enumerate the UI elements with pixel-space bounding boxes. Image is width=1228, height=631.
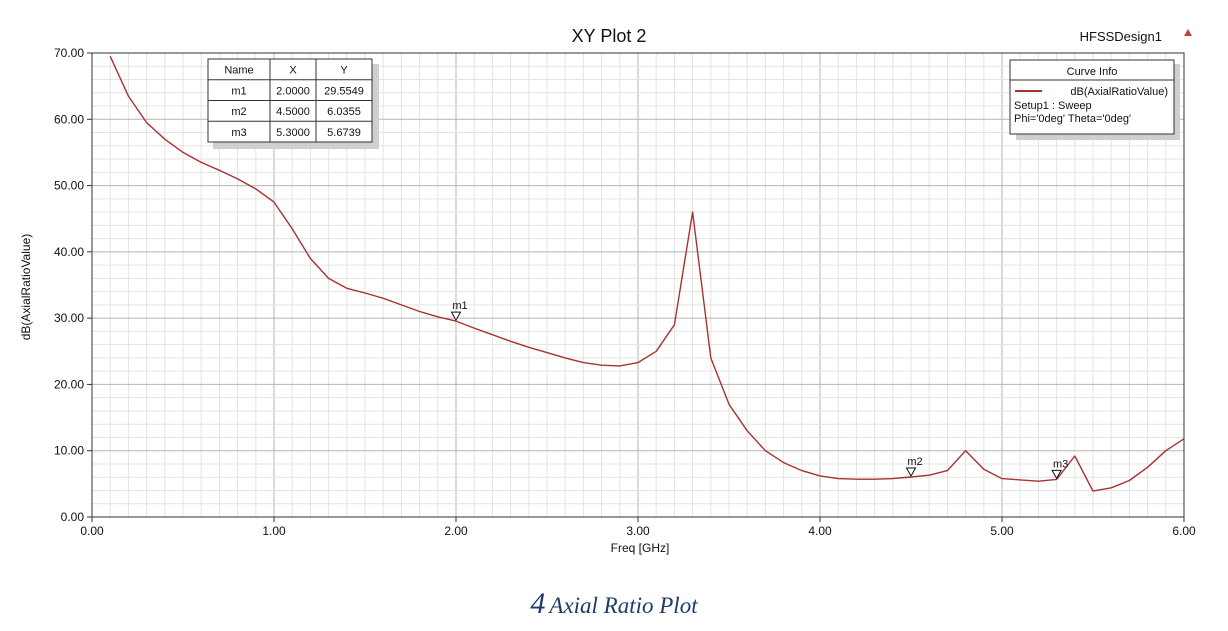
figure-caption: 4 Axial Ratio Plot [0, 587, 1228, 621]
y-tick-label: 70.00 [54, 46, 84, 60]
legend[interactable]: Curve Info dB(AxialRatioValue) Setup1 : … [1009, 59, 1180, 140]
series-line [109, 56, 1185, 492]
marker-table-cells: Name X Ym1 2.0000 29.5549 m2 4.5000 6.0355 m3 5.3… [224, 65, 364, 139]
figure-number: 4 [530, 587, 546, 620]
x-tick-label: 6.00 [1172, 524, 1196, 538]
marker-table-header-cell: Name [224, 65, 253, 77]
y-tick-label: 20.00 [54, 377, 84, 391]
series-layer [109, 56, 1185, 492]
legend-title: Curve Info [1067, 66, 1118, 78]
marker-table-grid [208, 59, 372, 142]
y-tick-label: 60.00 [54, 112, 84, 126]
legend-angles: Phi='0deg' Theta='0deg' [1014, 113, 1131, 125]
chart: 0.00 1.00 2.00 3.00 4.00 5.00 6.00 0.00 10.00 20.… [19, 26, 1196, 555]
marker-table-cell: 5.3000 [276, 127, 310, 139]
x-tick-label: 3.00 [626, 524, 650, 538]
design-name: HFSSDesign1 [1080, 29, 1162, 44]
figure-caption-text: Axial Ratio Plot [549, 593, 698, 618]
warning-triangle-icon[interactable] [1184, 29, 1192, 36]
marker-table-cell: 2.0000 [276, 85, 310, 97]
chart-title: XY Plot 2 [572, 26, 647, 46]
marker-label: m2 [907, 456, 922, 468]
x-tick-label: 0.00 [80, 524, 104, 538]
marker-table-cell: m2 [231, 106, 246, 118]
x-axis-title: Freq [GHz] [611, 541, 670, 555]
legend-entry: dB(AxialRatioValue) [1070, 86, 1168, 98]
y-tick-label: 10.00 [54, 444, 84, 458]
y-tick-label: 40.00 [54, 245, 84, 259]
y-tick-label: 0.00 [61, 510, 85, 524]
y-axis-title: dB(AxialRatioValue) [19, 234, 33, 341]
legend-setup: Setup1 : Sweep [1014, 100, 1092, 112]
marker-table-cell: 5.6739 [327, 127, 361, 139]
marker-table-header-cell: Y [340, 65, 348, 77]
y-tick-label: 50.00 [54, 179, 84, 193]
x-tick-label: 4.00 [808, 524, 832, 538]
marker-table-cell: m1 [231, 85, 246, 97]
axis-ticks: 0.00 1.00 2.00 3.00 4.00 5.00 6.00 0.00 10.00 20.… [54, 46, 1196, 538]
marker-table-cell: 4.5000 [276, 106, 310, 118]
marker-label: m1 [452, 300, 467, 312]
marker-table[interactable]: Name X Ym1 2.0000 29.5549 m2 4.5000 6.0355 m3 5.3… [207, 58, 379, 149]
x-tick-label: 2.00 [444, 524, 468, 538]
marker-triangle [450, 311, 462, 322]
markers-layer: m1 m2 m3 [450, 300, 1068, 480]
legend-body [1009, 59, 1175, 135]
marker-label: m3 [1053, 458, 1068, 470]
marker-table-cell: m3 [231, 127, 246, 139]
x-tick-label: 1.00 [262, 524, 286, 538]
marker-table-cell: 29.5549 [324, 85, 364, 97]
marker-triangle [905, 467, 917, 478]
marker-triangle [1051, 469, 1062, 480]
marker-table-header-cell: X [289, 65, 297, 77]
marker-table-cell: 6.0355 [327, 106, 361, 118]
y-tick-label: 30.00 [54, 311, 84, 325]
x-tick-label: 5.00 [990, 524, 1014, 538]
